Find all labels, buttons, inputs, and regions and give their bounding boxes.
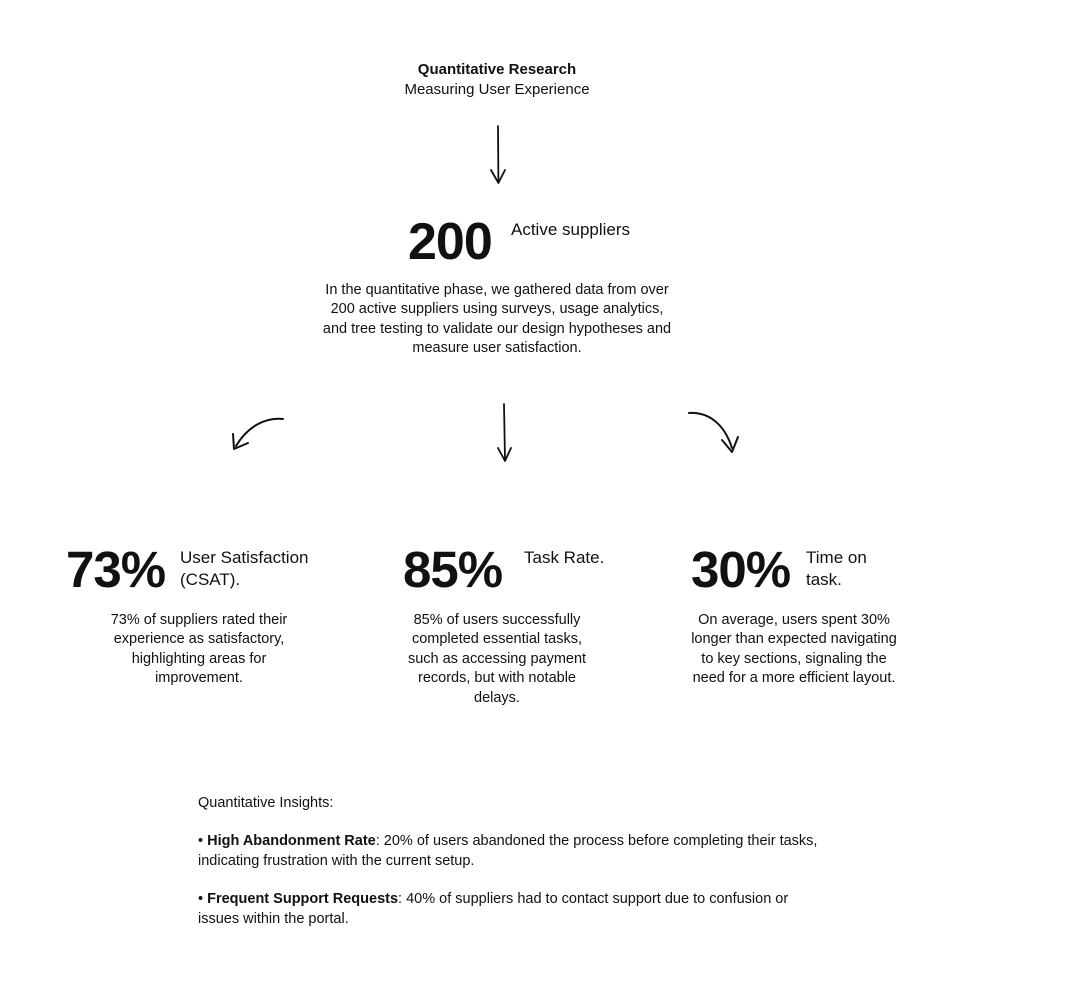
page-subtitle: Measuring User Experience <box>404 81 590 98</box>
stat-number: 30% <box>691 541 791 598</box>
stat-number: 85% <box>403 541 503 598</box>
curved-arrow-down-left-icon <box>226 410 288 456</box>
insight-title: Frequent Support Requests <box>207 891 399 908</box>
stat-label: Time on task. <box>806 548 867 589</box>
bullet: • <box>198 833 204 850</box>
page-title: Quantitative Research <box>417 61 577 78</box>
main-stat-number: 200 <box>408 213 493 271</box>
main-stat-description: In the quantitative phase, we gathered d… <box>322 282 672 357</box>
main-stat-label: Active suppliers <box>511 220 631 239</box>
insight-text: : 20% of users abandoned the process bef… <box>198 833 818 869</box>
insight-text: : 40% of suppliers had to contact suppor… <box>198 891 789 927</box>
stat-description: 85% of users successfully completed esse… <box>407 612 587 706</box>
stat-description: 73% of suppliers rated their experience … <box>110 612 288 687</box>
insight-item: • Frequent Support Requests: 40% of supp… <box>198 890 818 929</box>
insight-item: • High Abandonment Rate: 20% of users ab… <box>198 832 818 871</box>
arrow-down-icon <box>495 402 515 466</box>
arrow-down-icon <box>488 124 508 188</box>
curved-arrow-down-right-icon <box>684 406 746 458</box>
stat-label: User Satisfaction (CSAT). <box>180 548 309 589</box>
stat-number: 73% <box>66 541 166 598</box>
stat-label: Task Rate. <box>524 548 605 567</box>
insight-title: High Abandonment Rate <box>207 833 376 850</box>
insights-section: Quantitative Insights: • High Abandonmen… <box>198 794 818 929</box>
bullet: • <box>198 891 204 908</box>
insights-heading: Quantitative Insights: <box>198 795 334 811</box>
stat-description: On average, users spent 30% longer than … <box>691 612 897 687</box>
